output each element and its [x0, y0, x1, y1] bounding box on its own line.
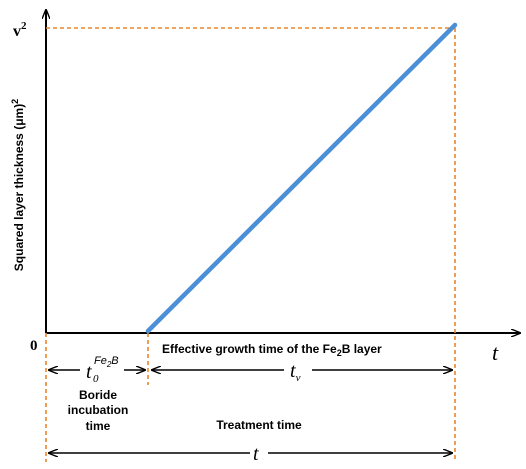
incubation-sup-prefix: Fe — [94, 355, 107, 367]
effective-symbol-bg — [284, 355, 312, 383]
y-top-symbol: v — [13, 23, 21, 40]
incubation-t: t — [86, 361, 92, 383]
incubation-label-1: Boride — [79, 388, 117, 402]
y-top-label: v2 — [13, 20, 27, 40]
effective-symbol: tv — [290, 360, 301, 384]
origin-label: 0 — [30, 338, 38, 354]
y-axis-label-text: Squared layer thickness (μm) — [12, 104, 26, 271]
treatment-symbol-bg — [250, 440, 268, 466]
treatment-symbol: t — [253, 443, 259, 465]
effective-t: t — [290, 360, 296, 382]
y-axis-label-exponent: 2 — [10, 99, 20, 104]
effective-label-sub: 2 — [337, 348, 342, 358]
incubation-superscript: Fe2B — [94, 355, 119, 369]
effective-label-prefix: Effective growth time of the Fe — [162, 342, 337, 356]
effective-label-suffix: B layer — [342, 342, 382, 356]
x-axis-symbol: t — [492, 340, 499, 365]
incubation-symbol-bg — [80, 352, 124, 384]
incubation-subscript: 0 — [93, 373, 99, 385]
incubation-label-3: time — [86, 419, 111, 433]
incubation-sup-suffix: B — [111, 355, 118, 367]
incubation-sup-sub: 2 — [106, 360, 112, 369]
effective-label: Effective growth time of the Fe2B layer — [162, 342, 382, 358]
treatment-label: Treatment time — [216, 418, 302, 432]
y-axis-label: Squared layer thickness (μm)2 — [10, 99, 26, 271]
effective-subscript: v — [296, 372, 301, 384]
incubation-label-2: incubation — [68, 403, 129, 417]
growth-line — [145, 22, 458, 334]
y-top-exponent: 2 — [21, 20, 27, 32]
incubation-symbol: t — [86, 361, 92, 383]
